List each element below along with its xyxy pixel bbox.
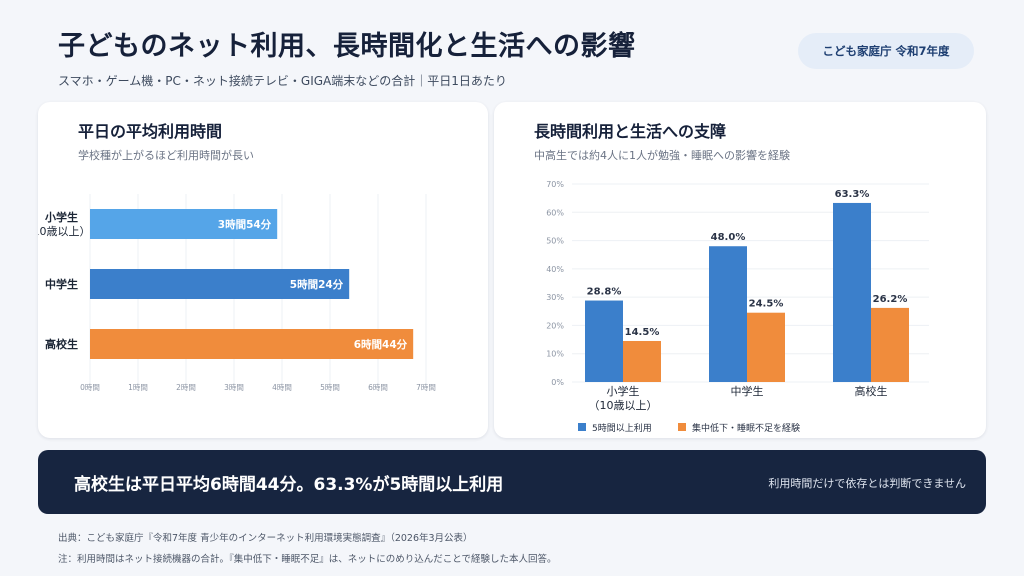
y-tick-label: 50% (546, 237, 564, 246)
impact-bar-chart: 0% 10% 20% 30% 40% 50% 60% 70% 28.8% 14.5% 小学生（10歳… (546, 180, 929, 434)
category-label: （10歳以上） (589, 399, 658, 412)
legend-label: 5時間以上利用 (592, 422, 652, 434)
page-title: 子どものネット利用、長時間化と生活への影響 (58, 31, 636, 62)
key-finding-banner: 高校生は平日平均6時間44分。63.3%が5時間以上利用 利用時間だけで依存とは… (38, 450, 986, 514)
x-tick-label: 1時間 (128, 383, 148, 392)
header: 子どものネット利用、長時間化と生活への影響 スマホ・ゲーム機・PC・ネット接続テ… (58, 24, 636, 89)
bar (90, 209, 278, 239)
x-tick-label: 0時間 (80, 383, 100, 392)
category-label: 小学生 (607, 384, 640, 398)
category-label: 中学生 (45, 277, 78, 291)
bar-value-label: 3時間54分 (218, 218, 272, 231)
bar-value-label: 63.3% (835, 189, 870, 200)
legend-swatch (578, 423, 586, 431)
key-finding-text: 高校生は平日平均6時間44分。63.3%が5時間以上利用 (74, 475, 504, 495)
legend-label: 集中低下・睡眠不足を経験 (692, 422, 800, 434)
average-time-subtitle: 学校種が上がるほど利用時間が長い (78, 149, 254, 162)
bar (90, 269, 350, 299)
bar (747, 312, 785, 382)
category-label: 高校生 (45, 337, 78, 351)
bar (833, 202, 871, 382)
bar-value-label: 26.2% (873, 294, 908, 305)
source-badge: こども家庭庁 令和7年度 (798, 33, 974, 69)
y-tick-label: 40% (546, 265, 564, 274)
y-tick-label: 30% (546, 293, 564, 302)
x-tick-label: 6時間 (368, 383, 388, 392)
y-tick-label: 60% (546, 208, 564, 217)
key-finding-note: 利用時間だけで依存とは判断できません (768, 477, 966, 490)
category-label: 高校生 (855, 384, 888, 398)
y-tick-label: 10% (546, 350, 564, 359)
x-tick-label: 7時間 (416, 383, 436, 392)
bar-value-label: 48.0% (711, 232, 746, 243)
impact-subtitle: 中高生では約4人に1人が勉強・睡眠への影響を経験 (534, 149, 790, 162)
x-tick-label: 2時間 (176, 383, 196, 392)
bar (623, 340, 661, 382)
page-subtitle: スマホ・ゲーム機・PC・ネット接続テレビ・GIGA端末などの合計｜平日1日あたり (58, 74, 507, 88)
category-label: （10歳以上） (38, 225, 91, 238)
source-citation: 出典：こども家庭庁『令和7年度 青少年のインターネット利用環境実態調査』（202… (58, 533, 473, 544)
bar (709, 246, 747, 382)
bar-value-label: 28.8% (587, 287, 622, 298)
impact-title: 長時間利用と生活への支障 (534, 122, 727, 141)
category-label: 中学生 (731, 384, 764, 398)
bar-value-label: 24.5% (749, 299, 784, 310)
bar-value-label: 14.5% (625, 327, 660, 338)
x-tick-label: 4時間 (272, 383, 292, 392)
bar (871, 307, 909, 382)
footnote: 注：利用時間はネット接続機器の合計。『集中低下・睡眠不足』は、ネットにのめり込ん… (58, 554, 557, 565)
bar-value-label: 5時間24分 (290, 278, 344, 291)
impact-card: 長時間利用と生活への支障 中高生では約4人に1人が勉強・睡眠への影響を経験 0%… (494, 102, 986, 438)
x-tick-label: 5時間 (320, 383, 340, 392)
y-tick-label: 70% (546, 180, 564, 189)
y-tick-label: 20% (546, 321, 564, 330)
bar-value-label: 6時間44分 (354, 338, 408, 351)
x-tick-label: 3時間 (224, 383, 244, 392)
legend-swatch (678, 423, 686, 431)
bar (585, 300, 623, 382)
average-time-card: 平日の平均利用時間 学校種が上がるほど利用時間が長い 0時間 1時間 2時間 3時間 4… (38, 102, 488, 438)
average-time-bar-chart: 0時間 1時間 2時間 3時間 4時間 5時間 6時間 7時間 3時間54分 小学生（10歳以上）… (38, 194, 436, 392)
category-label: 小学生 (44, 210, 78, 224)
bar (90, 329, 414, 359)
average-time-title: 平日の平均利用時間 (78, 122, 223, 141)
y-tick-label: 0% (551, 378, 564, 387)
